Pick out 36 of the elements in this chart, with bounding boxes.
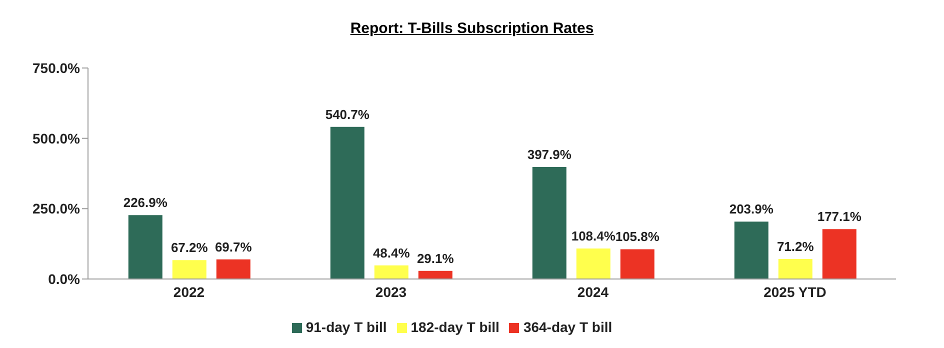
bar	[418, 270, 452, 279]
bar	[330, 126, 364, 279]
bar	[822, 229, 856, 279]
bar	[172, 260, 206, 279]
bar	[576, 248, 610, 279]
chart-title: Report: T-Bills Subscription Rates	[349, 19, 595, 39]
data-label: 177.1%	[817, 209, 862, 224]
data-label: 397.9%	[527, 147, 572, 162]
data-label: 203.9%	[729, 202, 774, 217]
data-label: 67.2%	[170, 240, 208, 256]
bar	[216, 259, 250, 279]
y-tick-label: 250.0%	[32, 200, 81, 217]
x-tick-label: 2022	[173, 284, 205, 300]
data-label: 226.9%	[123, 195, 168, 210]
data-label: 71.2%	[776, 238, 814, 254]
data-label: 540.7%	[325, 106, 370, 122]
y-tick-label: 0.0%	[48, 270, 81, 287]
legend-label: 182-day T bill	[410, 319, 500, 335]
data-label: 108.4%	[571, 228, 616, 244]
x-tick-label: 2025 YTD	[764, 284, 826, 300]
bar	[532, 167, 566, 279]
data-label: 29.1%	[416, 250, 454, 266]
x-tick-label: 2023	[375, 284, 407, 300]
bar	[778, 258, 812, 279]
legend-label: 364-day T bill	[523, 319, 612, 335]
data-label: 105.8%	[615, 229, 660, 244]
x-tick-label: 2024	[577, 284, 609, 300]
bar	[734, 222, 768, 279]
y-tick-label: 500.0%	[32, 130, 81, 146]
bar	[128, 215, 162, 279]
bar	[374, 265, 408, 279]
data-label: 69.7%	[214, 239, 252, 254]
bar	[620, 249, 654, 279]
data-label: 48.4%	[372, 245, 410, 260]
y-tick-label: 750.0%	[32, 60, 81, 76]
legend-label: 91-day T bill	[306, 319, 387, 335]
